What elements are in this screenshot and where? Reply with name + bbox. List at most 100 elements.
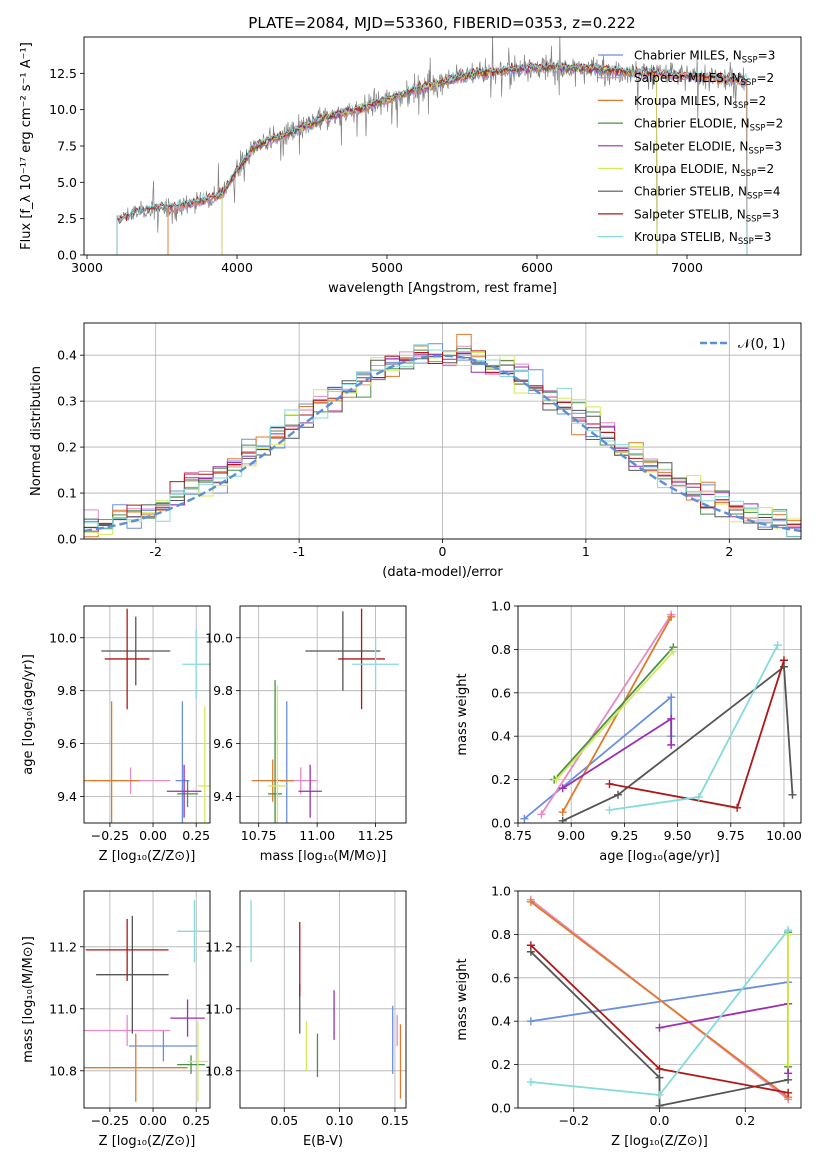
y-axis-label: mass weight	[455, 673, 470, 755]
grid	[240, 606, 406, 823]
legend-label-kroupa-stelib: Kroupa STELIB, NSSP=3	[634, 230, 772, 247]
x-tick-label: 11.00	[299, 828, 335, 843]
point-chabrier-elodie	[268, 680, 283, 823]
plus-marker	[784, 1088, 793, 1097]
model-salpeter-stelib	[116, 61, 748, 255]
x-tick-label: 10.00	[766, 828, 802, 843]
plus-marker	[733, 803, 742, 812]
point-salpeter-elodie	[298, 764, 322, 818]
y-tick-label: 10.0	[205, 630, 233, 645]
y-tick-label: 11.2	[49, 939, 77, 954]
x-axis-label: Z [log₁₀(Z/Z⊙)]	[611, 1134, 708, 1149]
y-axis-label: mass [log₁₀(M/M⊙)]	[21, 936, 36, 1063]
point-kroupa-elodie	[187, 1021, 209, 1102]
series-line	[530, 981, 789, 1023]
y-tick-label: 0.3	[57, 394, 77, 409]
plus-marker	[526, 897, 535, 906]
plus-marker	[655, 1023, 664, 1032]
x-tick-label: −0.25	[91, 828, 129, 843]
y-tick-label: 11.0	[49, 1001, 77, 1016]
point-kroupa-miles	[84, 701, 140, 823]
point-salpeter-elodie	[170, 999, 205, 1037]
series-chabrier-elodie	[550, 643, 678, 784]
y-tick-label: 0.0	[57, 248, 77, 263]
axes-frame	[239, 605, 407, 824]
x-tick-label: 1	[582, 544, 590, 559]
point-kroupa-elodie	[268, 685, 287, 823]
plus-marker	[614, 790, 623, 799]
plus-marker	[526, 1017, 535, 1026]
y-tick-label: 12.5	[49, 66, 77, 81]
legend: Chabrier MILES, NSSP=3 Salpeter MILES, NS…	[598, 49, 783, 247]
axes-frame	[83, 605, 211, 824]
plus-marker	[552, 775, 561, 784]
model-kroupa-elodie	[221, 62, 658, 255]
x-tick-label: 11.25	[358, 828, 394, 843]
mass-weight-vs-metallicity-panel: −0.2 0.0 0.2 0.0 0.2 0.4 0.6 0.8 1.0 Z [log₁₀(Z/Z…	[455, 884, 802, 1149]
plot-area	[526, 895, 793, 1108]
point-kroupa-miles	[84, 1033, 188, 1102]
plus-marker	[667, 740, 676, 749]
plot-area	[84, 333, 801, 538]
plus-marker	[784, 926, 793, 935]
x-tick-label: 0.2	[735, 1113, 755, 1128]
spectrum-panel: 3000 4000 5000 6000 7000 0.0 2.5 5.0 7.5 10.0 12.5…	[19, 36, 802, 296]
plus-marker	[526, 1077, 535, 1086]
y-tick-label: 0.2	[491, 1057, 511, 1072]
y-tick-label: 0.2	[491, 772, 511, 787]
point-chabrier-stelib	[305, 611, 381, 691]
model-kroupa-stelib	[116, 61, 748, 255]
plus-marker	[773, 641, 782, 650]
y-tick-label: 9.8	[213, 683, 233, 698]
x-tick-label: −0.25	[91, 1113, 129, 1128]
y-axis-label: mass weight	[455, 958, 470, 1040]
x-tick-label: 0	[439, 544, 447, 559]
x-tick-label: 9.00	[557, 828, 585, 843]
legend-label-salpeter-stelib: Salpeter STELIB, NSSP=3	[634, 207, 779, 224]
legend-label-normal: 𝒩(0, 1)	[738, 337, 785, 352]
plus-marker	[558, 808, 567, 817]
plus-marker	[779, 656, 788, 665]
y-tick-label: 9.6	[57, 736, 77, 751]
normal-curve	[84, 354, 801, 533]
legend-label-chabrier-elodie: Chabrier ELODIE, NSSP=2	[634, 117, 783, 134]
y-tick-label: 0.4	[57, 348, 77, 363]
age-vs-mass-panel: 10.75 11.00 11.25 9.4 9.6 9.8 10.0 mass [log₁₀(…	[205, 605, 407, 864]
plot-area	[520, 610, 797, 823]
plus-marker	[667, 693, 676, 702]
series-kroupa-elodie	[552, 647, 678, 784]
series-salpeter-miles	[537, 610, 676, 819]
series-salpeter-elodie	[558, 714, 676, 793]
x-tick-label: 10.75	[241, 828, 277, 843]
y-tick-label: 5.0	[57, 175, 77, 190]
model-chabrier-stelib	[116, 61, 748, 255]
x-tick-label: 0.15	[381, 1113, 409, 1128]
plot-area	[250, 900, 402, 1099]
x-tick-label: 4000	[221, 260, 253, 275]
point-kroupa-stelib	[177, 900, 210, 963]
series-kroupa-stelib	[605, 641, 782, 814]
plus-marker	[526, 941, 535, 950]
point-kroupa-stelib	[182, 629, 210, 699]
plus-marker	[655, 1101, 664, 1108]
plus-marker	[537, 810, 546, 819]
y-tick-label: 9.4	[213, 789, 233, 804]
y-tick-label: 11.2	[205, 939, 233, 954]
legend-label-salpeter-miles: Salpeter MILES, NSSP=2	[634, 71, 774, 88]
y-tick-label: 0.1	[57, 486, 77, 501]
x-tick-label: 0.10	[326, 1113, 354, 1128]
y-tick-label: 9.4	[57, 789, 77, 804]
y-tick-label: 7.5	[57, 139, 77, 154]
x-tick-label: 9.50	[664, 828, 692, 843]
y-tick-label: 0.4	[491, 1014, 511, 1029]
x-tick-label: 2	[725, 544, 733, 559]
mass-vs-metallicity-panel: −0.25 0.00 0.25 10.8 11.0 11.2 Z [log₁₀(Z/Z⊙)]…	[21, 890, 211, 1149]
x-axis-label: (data-model)/error	[382, 565, 503, 580]
point-salpeter-stelib	[104, 608, 150, 710]
series-line	[540, 614, 672, 815]
series-salpeter-stelib	[605, 656, 788, 812]
axes-frame	[83, 322, 802, 540]
point-chabrier-stelib	[96, 915, 169, 1034]
x-tick-label: 0.00	[139, 828, 167, 843]
series-line	[530, 901, 789, 1098]
